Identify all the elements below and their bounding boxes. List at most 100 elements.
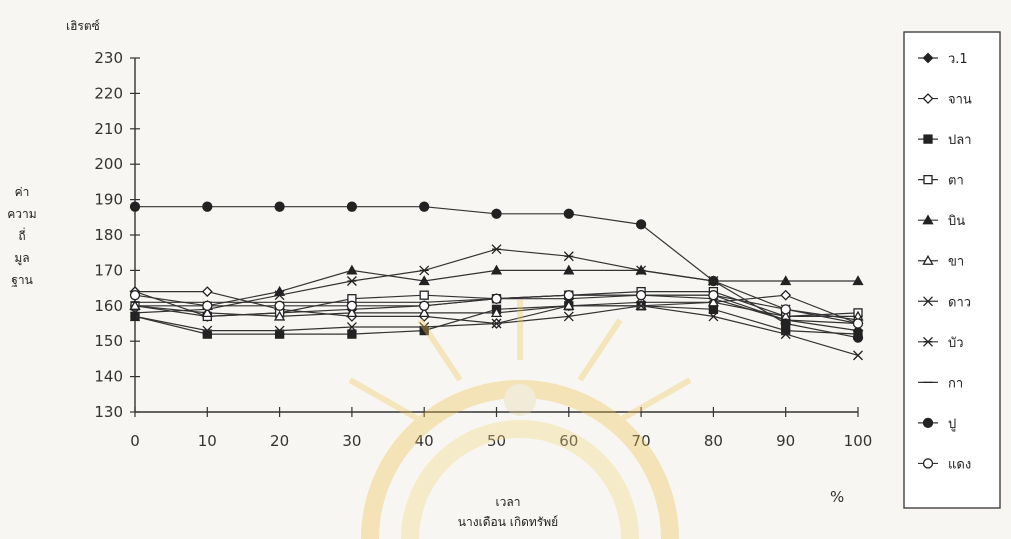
data-point [852,275,864,286]
data-point [419,322,430,332]
data-point [129,290,141,301]
legend-item: จาน [918,93,972,108]
y-tick-label: 220 [94,84,123,102]
legend-label: ตา [948,174,964,189]
legend-label: ขา [948,255,964,270]
legend-item: แดง [918,457,971,472]
legend-label: บัว [948,336,964,351]
data-point [202,300,213,311]
data-point [708,311,719,322]
legend-label: ว.1 [948,52,968,67]
data-point [491,208,502,219]
legend-marker [923,134,933,144]
legend-marker [922,254,934,265]
data-point [780,289,792,301]
legend-label: บิน [948,214,965,229]
y-tick-label: 160 [94,297,123,315]
data-point [563,264,575,275]
data-point [418,307,430,318]
data-point [491,318,502,329]
data-point [635,219,647,230]
x-tick-label: 40 [415,432,434,450]
y-tick-label: 180 [94,226,123,244]
data-point [130,307,140,318]
legend-marker [922,214,934,225]
data-point [346,322,357,332]
legend-marker [922,93,934,104]
data-point [708,275,719,287]
data-point [129,299,141,310]
legend-item: ปลา [918,133,972,148]
series-11 [129,290,864,329]
data-point [202,201,213,212]
data-point [274,300,285,311]
legend-marker [922,458,934,469]
data-point [563,251,574,262]
legend-box [903,31,1001,509]
y-unit-label: เฮิรตซ์ [66,19,100,33]
data-point [708,290,719,301]
x-tick-label: 10 [198,432,217,450]
y-axis-label-line: ฐาน [11,273,33,287]
data-point [274,325,285,336]
data-point [129,201,141,212]
y-tick-label: 130 [94,403,123,421]
data-point [491,244,502,255]
legend-item: ตา [918,174,964,189]
data-point [346,264,358,275]
legend-marker [922,417,934,429]
series-10 [129,201,864,343]
data-point [780,275,792,286]
y-axis-label-line: ค่า [15,185,30,199]
data-point [419,265,430,276]
legend-item: กา [918,376,963,391]
data-point [490,264,503,275]
data-point [490,307,503,318]
data-point [201,286,213,298]
data-point [563,311,574,322]
data-point [563,208,574,219]
legend-item: ปู [918,417,956,432]
legend-item: บัว [918,336,964,351]
data-point [419,201,430,212]
series-layer [129,201,864,361]
legend-label: ปู [948,417,956,432]
data-point [274,201,285,212]
legend-label: กา [948,376,963,391]
data-point [346,307,358,318]
x-axis-label: เวลา [496,495,521,509]
caption: นางเดือน เกิดทรัพย์ [458,515,558,529]
legend-marker [923,174,933,185]
data-point [636,265,647,276]
legend-item: ว.1 [918,52,968,67]
data-point [419,300,430,311]
series-7 [130,300,863,361]
x-tick-label: 70 [632,432,651,450]
y-tick-label: 190 [94,191,123,209]
data-point [635,290,647,301]
x-tick-label: 0 [130,432,140,450]
data-point [202,325,213,336]
legend-item: บิน [918,214,965,229]
data-point [852,318,864,329]
x-tick-label: 80 [704,432,723,450]
data-point [347,329,357,339]
legend-marker [922,52,934,64]
data-point [853,350,863,361]
y-tick-label: 140 [94,368,123,386]
data-point [346,300,358,311]
x-unit-label: % [830,488,844,506]
x-tick-label: 20 [270,432,289,450]
y-tick-label: 200 [94,155,123,173]
y-axis-label-line: ความ [7,207,36,221]
data-point [491,293,502,304]
y-tick-label: 170 [94,261,123,279]
x-tick-label: 50 [487,432,506,450]
data-point [563,299,575,310]
data-point [419,290,429,300]
x-tick-label: 30 [342,432,361,450]
x-tick-label: 100 [844,432,873,450]
x-tick-label: 60 [559,432,578,450]
